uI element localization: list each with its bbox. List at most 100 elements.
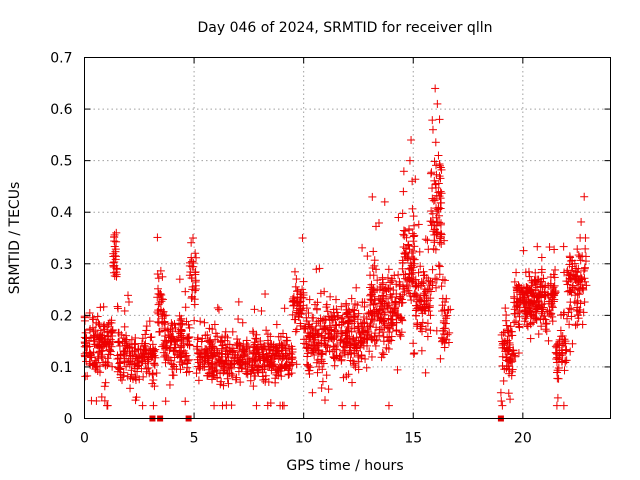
data-point [116, 364, 125, 373]
data-point [243, 367, 252, 376]
data-point [306, 363, 315, 372]
data-point [537, 309, 546, 318]
data-point [417, 346, 426, 355]
data-point [221, 327, 230, 336]
data-point [169, 346, 178, 355]
data-point [409, 276, 418, 285]
data-point [380, 319, 389, 328]
data-point [183, 340, 192, 349]
data-point [155, 327, 164, 336]
data-point [566, 256, 575, 265]
data-point [318, 377, 327, 386]
data-point [323, 307, 332, 316]
data-point [435, 172, 444, 181]
data-point [198, 334, 207, 343]
data-point [262, 326, 271, 335]
data-point [292, 275, 301, 284]
data-point [423, 332, 432, 341]
data-point [363, 252, 372, 261]
data-point [149, 376, 158, 385]
data-point [441, 298, 450, 307]
data-point [328, 347, 337, 356]
data-point [191, 276, 200, 285]
data-point [154, 274, 163, 283]
data-point [329, 342, 338, 351]
data-point [221, 357, 230, 366]
data-point [398, 316, 407, 325]
data-point [426, 311, 435, 320]
data-point [210, 401, 219, 410]
data-point [557, 311, 566, 320]
data-point [552, 355, 561, 364]
data-point [81, 343, 90, 352]
data-point [207, 360, 216, 369]
data-point [435, 192, 444, 201]
data-point [547, 302, 556, 311]
data-point [236, 353, 245, 362]
data-point [124, 291, 133, 300]
data-point [234, 315, 243, 324]
data-point [100, 335, 109, 344]
data-point [422, 273, 431, 282]
data-point [431, 179, 440, 188]
data-point [344, 317, 353, 326]
data-point [242, 336, 251, 345]
data-point [200, 318, 209, 327]
data-point [510, 277, 519, 286]
data-point [565, 271, 574, 280]
data-point [531, 268, 540, 277]
data-point [254, 368, 263, 377]
data-point [561, 358, 570, 367]
data-point [357, 351, 366, 360]
data-point [358, 327, 367, 336]
data-point [116, 350, 125, 359]
data-point [238, 364, 247, 373]
data-point [560, 366, 569, 375]
data-point [553, 393, 562, 402]
data-point [387, 332, 396, 341]
data-point [100, 321, 109, 330]
data-point [563, 280, 572, 289]
data-point [320, 287, 329, 296]
data-point [322, 371, 331, 380]
data-point [120, 322, 129, 331]
data-point [303, 352, 312, 361]
data-point [271, 378, 280, 387]
data-point [351, 401, 360, 410]
data-point [502, 311, 511, 320]
data-point [407, 263, 416, 272]
data-point [411, 290, 420, 299]
data-point [397, 328, 406, 337]
data-point [525, 272, 534, 281]
data-point [396, 332, 405, 341]
x-tick-label: 10 [295, 431, 313, 447]
data-point [541, 281, 550, 290]
data-point [150, 382, 159, 391]
data-point [292, 360, 301, 369]
data-point [332, 352, 341, 361]
data-point [107, 327, 116, 336]
data-point [411, 275, 420, 284]
data-point [428, 116, 437, 125]
data-point [85, 342, 94, 351]
data-point [537, 253, 546, 262]
data-point [332, 340, 341, 349]
data-point [421, 235, 430, 244]
data-point [539, 274, 548, 283]
data-point [576, 307, 585, 316]
data-point [287, 369, 296, 378]
data-point [573, 245, 582, 254]
data-point [574, 311, 583, 320]
data-point [519, 246, 528, 255]
data-point [534, 330, 543, 339]
data-point [193, 342, 202, 351]
data-point [431, 84, 440, 93]
data-point [316, 349, 325, 358]
data-point [172, 365, 181, 374]
data-point [368, 192, 377, 201]
data-point [421, 368, 430, 377]
data-point [311, 331, 320, 340]
data-point [368, 335, 377, 344]
data-point [276, 363, 285, 372]
data-point [515, 322, 524, 331]
